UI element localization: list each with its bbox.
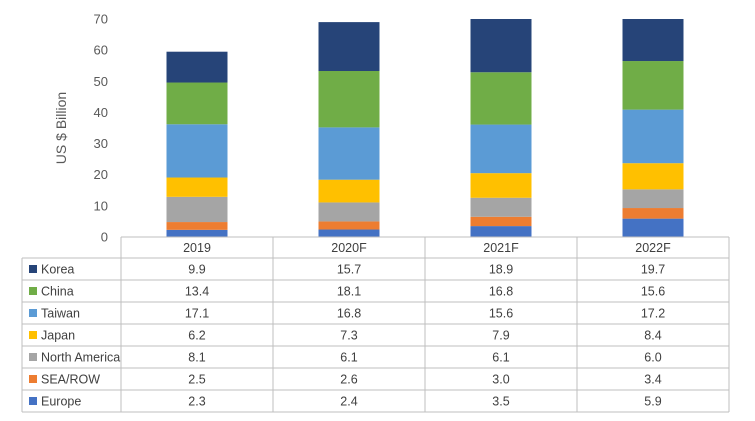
y-tick-label: 70 xyxy=(94,12,108,27)
legend-label: North America xyxy=(41,351,120,365)
legend-swatch xyxy=(29,353,37,361)
bar-segment-korea xyxy=(319,22,380,71)
table-cell-value: 17.2 xyxy=(641,307,665,321)
legend-swatch xyxy=(29,397,37,405)
bar-segment-japan xyxy=(471,173,532,198)
y-axis-label: US $ Billion xyxy=(53,92,69,164)
bar-segment-taiwan xyxy=(319,127,380,179)
legend-swatch xyxy=(29,375,37,383)
bar-segment-north-america xyxy=(167,197,228,222)
table-cell-value: 2.6 xyxy=(340,373,357,387)
bar-segment-japan xyxy=(167,178,228,197)
bar-segment-china xyxy=(167,83,228,125)
table-cell-value: 19.7 xyxy=(641,263,665,277)
y-tick-label: 0 xyxy=(101,230,108,245)
bar-segment-taiwan xyxy=(471,125,532,174)
legend-label: Japan xyxy=(41,329,75,343)
legend-swatch xyxy=(29,309,37,317)
bar-segment-europe xyxy=(471,226,532,237)
y-tick-label: 10 xyxy=(94,198,108,213)
category-label: 2019 xyxy=(183,241,211,255)
category-label: 2020F xyxy=(331,241,367,255)
table-cell-value: 7.3 xyxy=(340,329,357,343)
bar-segment-europe xyxy=(623,219,684,237)
table-cell-value: 16.8 xyxy=(489,285,513,299)
table-cell-value: 3.0 xyxy=(492,373,509,387)
y-axis-ticks: 0 10 20 30 40 50 60 70 xyxy=(94,12,108,245)
table-cell-value: 5.9 xyxy=(644,395,661,409)
table-cell-value: 8.1 xyxy=(188,351,205,365)
table-cell-value: 6.2 xyxy=(188,329,205,343)
table-cell-value: 13.4 xyxy=(185,285,209,299)
table-cell-value: 3.4 xyxy=(644,373,661,387)
table-cell-value: 6.1 xyxy=(340,351,357,365)
bar-segment-taiwan xyxy=(623,110,684,164)
bar-segment-taiwan xyxy=(167,124,228,177)
legend-swatch xyxy=(29,265,37,273)
table-cell-value: 8.4 xyxy=(644,329,661,343)
bar-segment-north-america xyxy=(471,198,532,217)
y-tick-label: 40 xyxy=(94,105,108,120)
legend-label: SEA/ROW xyxy=(41,373,100,387)
table-cell-value: 3.5 xyxy=(492,395,509,409)
bar-segment-north-america xyxy=(319,202,380,221)
bar-segment-korea xyxy=(623,19,684,61)
bar-segment-north-america xyxy=(623,189,684,208)
bar-segment-sea-row xyxy=(623,208,684,219)
y-tick-label: 30 xyxy=(94,136,108,151)
table-cell-value: 16.8 xyxy=(337,307,361,321)
bar-segment-china xyxy=(471,72,532,124)
legend-label: Taiwan xyxy=(41,307,80,321)
y-tick-label: 20 xyxy=(94,167,108,182)
bar-segment-sea-row xyxy=(167,222,228,230)
table-cell-value: 6.1 xyxy=(492,351,509,365)
table-cell-value: 9.9 xyxy=(188,263,205,277)
bar-segment-japan xyxy=(623,163,684,189)
bar-segment-korea xyxy=(471,19,532,72)
category-label: 2021F xyxy=(483,241,519,255)
legend-label: Europe xyxy=(41,395,81,409)
table-cell-value: 2.4 xyxy=(340,395,357,409)
bar-segment-sea-row xyxy=(471,217,532,226)
category-label: 2022F xyxy=(635,241,671,255)
bar-segment-europe xyxy=(167,230,228,237)
table-cell-value: 6.0 xyxy=(644,351,661,365)
bar-segment-sea-row xyxy=(319,221,380,229)
table-cell-value: 18.1 xyxy=(337,285,361,299)
bar-segment-china xyxy=(319,71,380,127)
legend-swatch xyxy=(29,287,37,295)
data-table: 2019 2020F 2021F 2022F Korea 9.9 15.7 18.9 19.7 C… xyxy=(22,237,729,412)
table-cell-value: 7.9 xyxy=(492,329,509,343)
table-cell-value: 15.6 xyxy=(489,307,513,321)
stacked-bar-chart-with-data-table: US $ Billion 010203040506070 2019 2020F 20… xyxy=(0,0,755,421)
bar-segment-korea xyxy=(167,52,228,83)
legend-label: Korea xyxy=(41,263,74,277)
table-cell-value: 2.3 xyxy=(188,395,205,409)
y-tick-label: 50 xyxy=(94,74,108,89)
y-tick-label: 60 xyxy=(94,43,108,58)
table-cell-value: 2.5 xyxy=(188,373,205,387)
bar-segment-europe xyxy=(319,230,380,237)
legend-label: China xyxy=(41,285,74,299)
bars xyxy=(167,19,684,237)
table-cell-value: 15.6 xyxy=(641,285,665,299)
table-cell-value: 15.7 xyxy=(337,263,361,277)
table-cell-value: 18.9 xyxy=(489,263,513,277)
bar-segment-china xyxy=(623,61,684,110)
bar-segment-japan xyxy=(319,180,380,203)
table-cell-value: 17.1 xyxy=(185,307,209,321)
legend-swatch xyxy=(29,331,37,339)
